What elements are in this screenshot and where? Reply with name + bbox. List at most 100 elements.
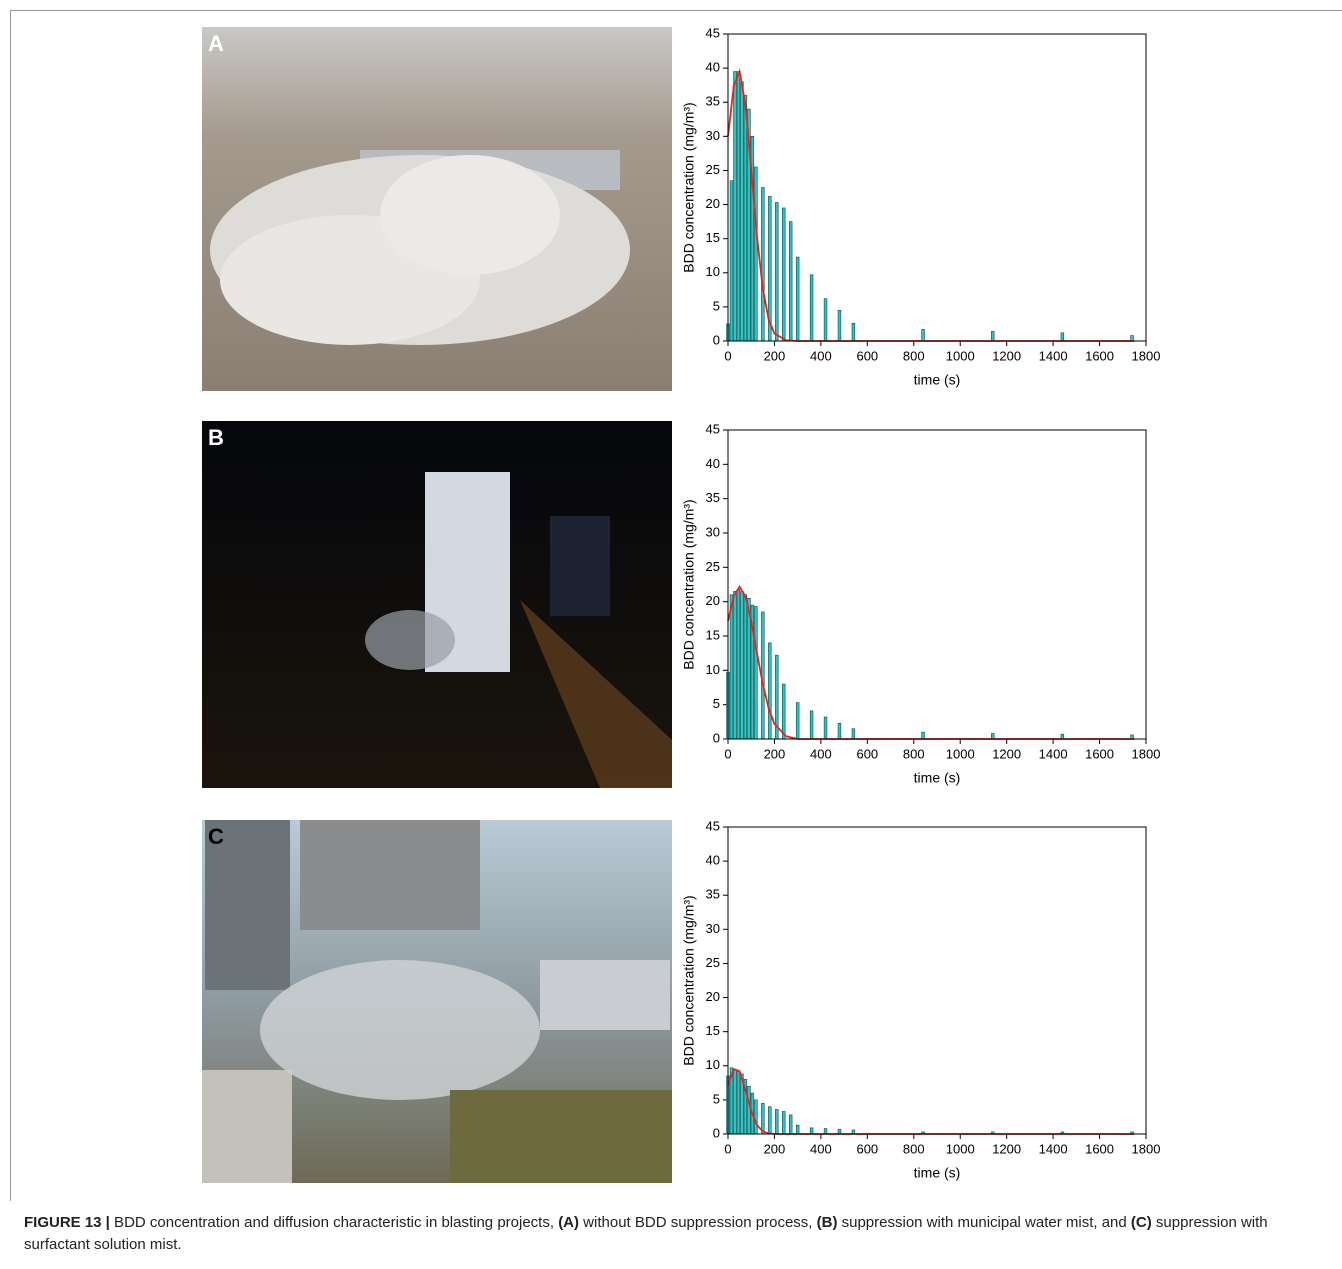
caption-text: without BDD suppression process,: [579, 1214, 817, 1231]
x-tick-label: 400: [810, 1141, 832, 1156]
y-tick-label: 20: [706, 989, 720, 1004]
caption-text: (A): [558, 1214, 579, 1231]
y-tick-label: 15: [706, 627, 720, 642]
y-tick-label: 10: [706, 1057, 720, 1072]
fit-line: [728, 587, 1134, 739]
bar: [789, 1115, 792, 1134]
bar: [748, 1086, 751, 1134]
bar: [754, 606, 757, 739]
x-tick-label: 600: [856, 746, 878, 761]
photo-b: [202, 421, 672, 788]
x-axis-title: time (s): [914, 770, 961, 786]
bar: [741, 82, 744, 341]
figure-caption: FIGURE 13 | BDD concentration and diffus…: [24, 1212, 1314, 1256]
bar: [734, 1069, 737, 1134]
x-tick-label: 400: [810, 348, 832, 363]
panel-label: A: [208, 31, 224, 56]
y-axis-title: BDD concentration (mg/m³): [681, 895, 697, 1065]
x-tick-label: 1000: [946, 348, 975, 363]
x-tick-label: 0: [724, 1141, 731, 1156]
y-tick-label: 10: [706, 662, 720, 677]
y-tick-label: 25: [706, 559, 720, 574]
x-tick-label: 1600: [1085, 1141, 1114, 1156]
x-tick-label: 200: [764, 746, 786, 761]
y-tick-label: 0: [713, 1125, 720, 1140]
bar: [838, 723, 841, 739]
caption-text: (C): [1131, 1214, 1152, 1231]
y-tick-label: 40: [706, 853, 720, 868]
x-tick-label: 1200: [992, 1141, 1021, 1156]
bar: [730, 181, 733, 341]
chart: 0510152025303540450200400600800100012001…: [681, 421, 1161, 785]
y-tick-label: 25: [706, 955, 720, 970]
x-tick-label: 200: [764, 1141, 786, 1156]
bar: [737, 72, 740, 341]
y-tick-label: 30: [706, 128, 720, 143]
bar: [744, 95, 747, 341]
bar: [796, 257, 799, 341]
photo-c: [202, 820, 672, 1183]
x-tick-label: 600: [856, 1141, 878, 1156]
bar: [810, 275, 813, 341]
caption-text: BDD concentration and diffusion characte…: [110, 1214, 558, 1231]
y-tick-label: 0: [713, 332, 720, 347]
bar: [730, 595, 733, 739]
y-tick-label: 10: [706, 264, 720, 279]
bar: [796, 703, 799, 739]
y-tick-label: 45: [706, 818, 720, 833]
y-tick-label: 35: [706, 887, 720, 902]
x-axis-title: time (s): [914, 372, 961, 388]
bar: [754, 167, 757, 341]
y-tick-label: 20: [706, 196, 720, 211]
bar: [824, 717, 827, 739]
figure: 0510152025303540450200400600800100012001…: [0, 0, 1342, 1200]
bar: [737, 1071, 740, 1134]
bar: [852, 729, 855, 739]
caption-text: FIGURE 13 |: [24, 1214, 110, 1231]
y-tick-label: 45: [706, 421, 720, 436]
plot-frame: [728, 430, 1146, 739]
x-tick-label: 1200: [992, 348, 1021, 363]
bar: [748, 598, 751, 739]
y-tick-label: 35: [706, 490, 720, 505]
x-tick-label: 1600: [1085, 746, 1114, 761]
plot-frame: [728, 827, 1146, 1134]
y-tick-label: 20: [706, 593, 720, 608]
y-tick-label: 30: [706, 524, 720, 539]
caption-text: suppression with municipal water mist, a…: [837, 1214, 1130, 1231]
x-tick-label: 0: [724, 348, 731, 363]
bar: [734, 591, 737, 739]
y-tick-label: 40: [706, 456, 720, 471]
bar: [744, 595, 747, 739]
x-tick-label: 400: [810, 746, 832, 761]
y-tick-label: 25: [706, 162, 720, 177]
x-tick-label: 1400: [1039, 348, 1068, 363]
x-tick-label: 200: [764, 348, 786, 363]
y-tick-label: 5: [713, 1091, 720, 1106]
x-tick-label: 800: [903, 348, 925, 363]
fit-line: [728, 1069, 1134, 1134]
bar: [922, 329, 925, 341]
bar: [782, 208, 785, 341]
bar: [810, 711, 813, 739]
x-tick-label: 1800: [1132, 348, 1161, 363]
x-tick-label: 800: [903, 1141, 925, 1156]
bar: [1061, 333, 1064, 341]
y-tick-label: 15: [706, 230, 720, 245]
bar: [734, 72, 737, 341]
bar: [789, 222, 792, 341]
x-tick-label: 1000: [946, 1141, 975, 1156]
x-tick-label: 0: [724, 746, 731, 761]
bar: [775, 203, 778, 341]
panel-label: C: [208, 824, 224, 849]
bar: [768, 643, 771, 739]
x-tick-label: 1800: [1132, 746, 1161, 761]
y-axis-title: BDD concentration (mg/m³): [681, 102, 697, 272]
x-tick-label: 1000: [946, 746, 975, 761]
x-tick-label: 1200: [992, 746, 1021, 761]
y-tick-label: 35: [706, 94, 720, 109]
y-tick-label: 0: [713, 730, 720, 745]
bar: [737, 589, 740, 739]
